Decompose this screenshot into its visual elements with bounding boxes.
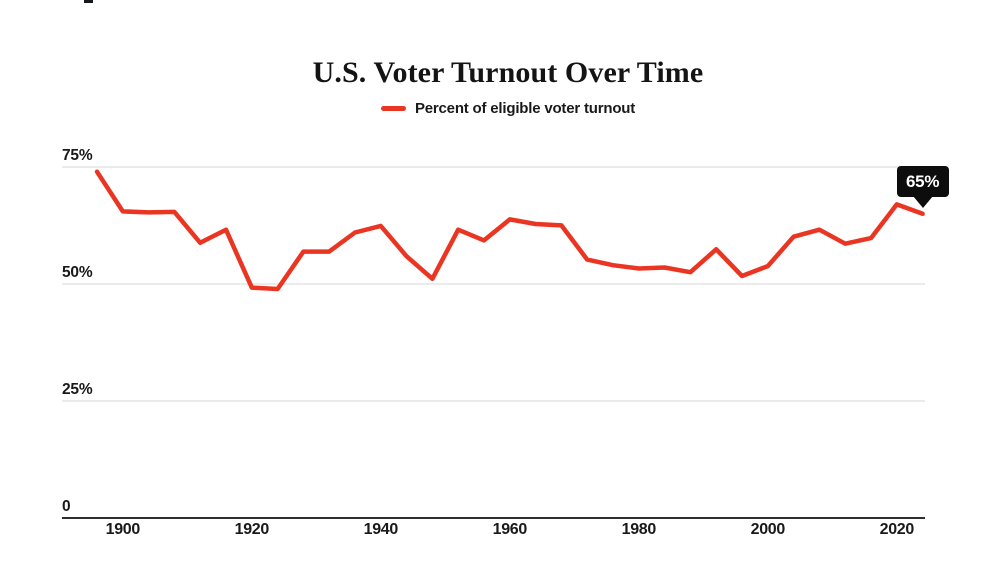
- turnout-line: [94, 169, 925, 292]
- y-tick-label-75: 75%: [62, 147, 93, 164]
- y-tick-label-0: 0: [62, 497, 71, 515]
- x-tick-label-1920: 1920: [234, 521, 270, 538]
- gridline-25: [62, 399, 925, 402]
- callout-value: 65%: [906, 171, 940, 191]
- legend-label: Percent of eligible voter turnout: [414, 100, 636, 117]
- chart-title: U.S. Voter Turnout Over Time: [312, 56, 704, 90]
- gridline-50: [62, 282, 925, 285]
- y-tick-label-50: 50%: [62, 263, 93, 281]
- x-tick-label-2020: 2020: [879, 521, 915, 538]
- x-tick-label-2000: 2000: [750, 521, 786, 538]
- x-tick-label-1980: 1980: [621, 521, 657, 538]
- y-tick-label-25: 25%: [62, 380, 93, 398]
- legend-line-swatch-icon: [380, 106, 406, 111]
- legend: Percent of eligible voter turnout: [16, 100, 1000, 117]
- x-tick-label-1900: 1900: [105, 521, 141, 538]
- clipped-text-artifact: [84, 0, 93, 3]
- x-tick-label-1940: 1940: [363, 521, 399, 538]
- x-tick-label-1960: 1960: [492, 521, 528, 538]
- value-callout-badge: 65%: [896, 165, 949, 208]
- callout-pointer-icon: [912, 195, 933, 208]
- gridline-75: [62, 166, 925, 168]
- x-axis-baseline: [62, 516, 925, 519]
